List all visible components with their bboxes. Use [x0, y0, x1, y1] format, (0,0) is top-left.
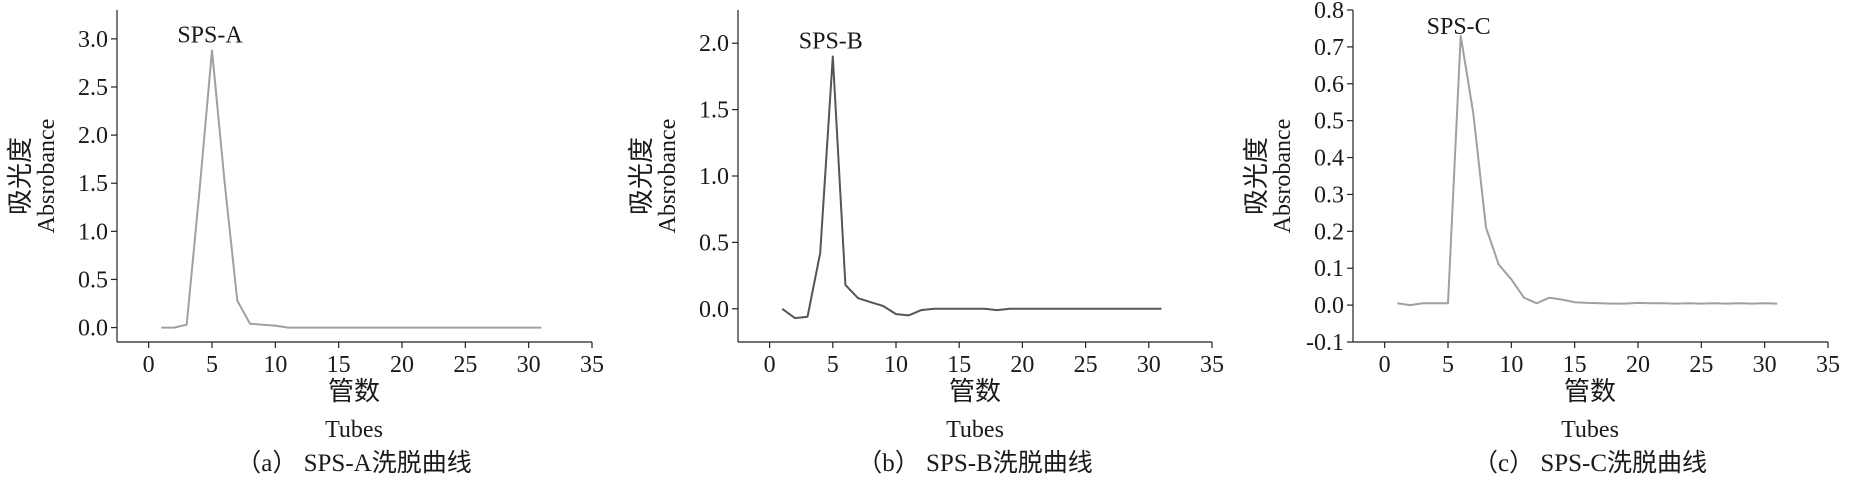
- x-tick-label: 0: [143, 352, 155, 378]
- y-tick-label: 0.5: [699, 230, 729, 256]
- x-tick-label: 10: [1499, 352, 1523, 378]
- x-tick-label: 5: [1442, 352, 1454, 378]
- x-tick-label: 15: [1563, 352, 1587, 378]
- y-tick-label: 1.5: [78, 171, 108, 197]
- peak-label: SPS-C: [1427, 14, 1491, 40]
- x-tick-label: 35: [1200, 352, 1224, 378]
- y-axis-title-cn: 吸光度: [6, 137, 35, 215]
- x-axis-title-cn: 管数: [1564, 377, 1616, 406]
- y-tick-label: 3.0: [78, 27, 108, 53]
- x-tick-label: 10: [884, 352, 908, 378]
- y-tick-label: 0.0: [1314, 293, 1344, 319]
- y-axis-title-en: Absrobance: [655, 119, 681, 234]
- chart-panel-3: 0 5 10 15 20 25 30 35 -0.1 0.0 0.1 0.2 0.3 0.4 0.5 0.6 0…: [1242, 0, 1840, 477]
- y-tick-label: 1.0: [78, 219, 108, 245]
- y-tick-label: 0.7: [1314, 35, 1344, 61]
- y-tick-label: 1.5: [699, 98, 729, 124]
- y-tick-label: 0.2: [1314, 219, 1344, 245]
- x-tick-label: 5: [827, 352, 839, 378]
- x-axis-title-en: Tubes: [325, 417, 383, 443]
- x-tick-label: 15: [327, 352, 351, 378]
- x-tick-label: 30: [517, 352, 541, 378]
- y-axis-title-en: Absrobance: [1270, 119, 1296, 234]
- x-tick-label: 30: [1753, 352, 1777, 378]
- y-axis-title-cn: 吸光度: [1242, 137, 1271, 215]
- x-tick-label: 0: [764, 352, 776, 378]
- y-tick-label: 0.0: [699, 297, 729, 323]
- x-tick-label: 0: [1379, 352, 1391, 378]
- y-tick-label: 2.0: [699, 31, 729, 57]
- chart-panel-1: 0 5 10 15 20 25 30 35 0.0 0.5 1.0 1.5 2.0 2.5 3.0 SPS-A…: [6, 10, 604, 477]
- x-axis-title-cn: 管数: [328, 377, 380, 406]
- y-tick-label: 0.3: [1314, 182, 1344, 208]
- x-tick-label: 35: [580, 352, 604, 378]
- x-tick-label: 35: [1816, 352, 1840, 378]
- series-line: [161, 49, 542, 329]
- x-tick-label: 20: [390, 352, 414, 378]
- x-axis-title-cn: 管数: [949, 377, 1001, 406]
- panel-caption: （c） SPS-C洗脱曲线: [1473, 449, 1707, 477]
- x-tick-label: 20: [1626, 352, 1650, 378]
- x-tick-label: 15: [947, 352, 971, 378]
- y-tick-label: -0.1: [1306, 330, 1344, 356]
- x-tick-label: 10: [263, 352, 287, 378]
- y-axis-title-cn: 吸光度: [627, 137, 656, 215]
- peak-label: SPS-A: [177, 22, 243, 48]
- x-tick-label: 25: [453, 352, 477, 378]
- x-axis-title-en: Tubes: [946, 417, 1004, 443]
- y-tick-label: 2.0: [78, 123, 108, 149]
- chart-panel-2: 0 5 10 15 20 25 30 35 0.0 0.5 1.0 1.5 2.0 SPS-B 吸光度 Abs…: [627, 10, 1224, 477]
- y-tick-label: 0.0: [78, 316, 108, 342]
- y-tick-label: 0.8: [1314, 0, 1344, 24]
- y-tick-label: 0.6: [1314, 72, 1344, 98]
- x-tick-label: 20: [1010, 352, 1034, 378]
- x-tick-label: 25: [1689, 352, 1713, 378]
- y-tick-label: 0.1: [1314, 256, 1344, 282]
- series-line: [781, 55, 1162, 320]
- panel-caption: （b） SPS-B洗脱曲线: [857, 449, 1092, 477]
- y-axis-title-en: Absrobance: [34, 119, 60, 234]
- series-line: [1397, 34, 1778, 307]
- y-tick-label: 0.5: [1314, 109, 1344, 135]
- y-tick-label: 1.0: [699, 164, 729, 190]
- x-axis-title-en: Tubes: [1561, 417, 1619, 443]
- panel-caption: （a） SPS-A洗脱曲线: [236, 449, 471, 477]
- x-tick-label: 5: [206, 352, 218, 378]
- y-tick-label: 2.5: [78, 75, 108, 101]
- y-tick-label: 0.5: [78, 267, 108, 293]
- x-tick-label: 25: [1074, 352, 1098, 378]
- x-tick-label: 30: [1137, 352, 1161, 378]
- peak-label: SPS-B: [799, 28, 863, 54]
- y-tick-label: 0.4: [1314, 146, 1344, 172]
